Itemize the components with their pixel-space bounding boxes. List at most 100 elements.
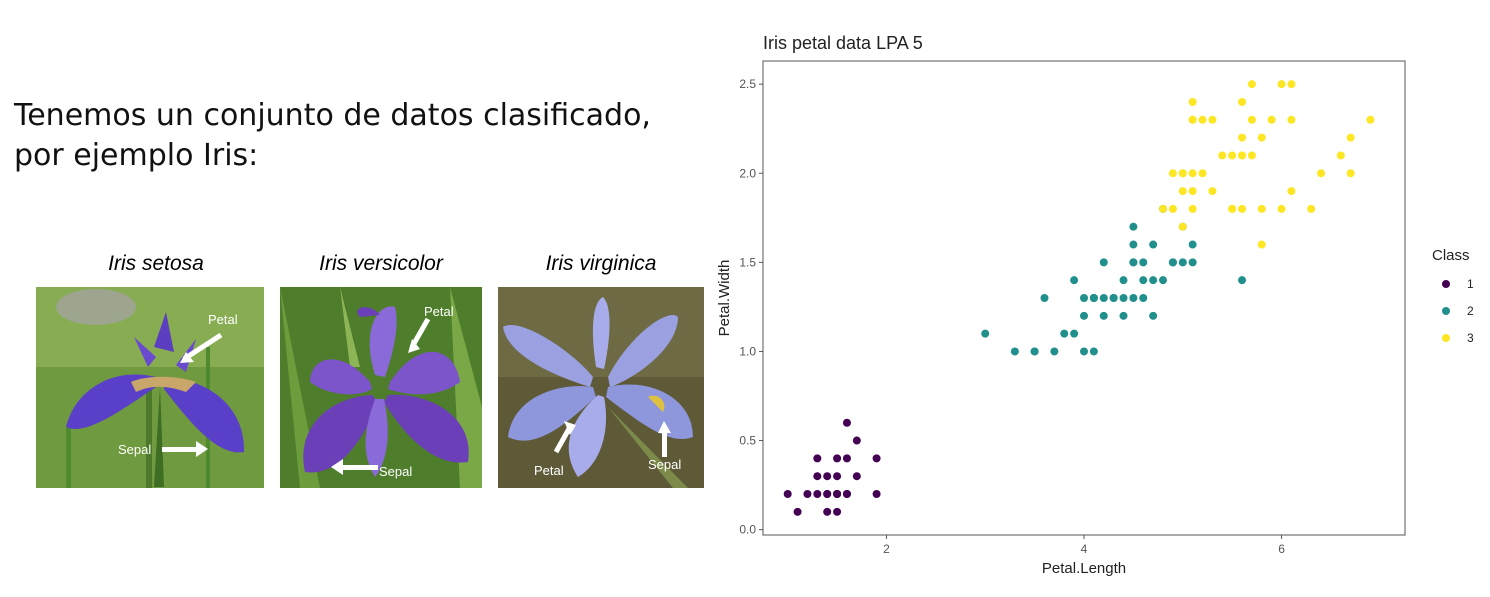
data-point-class-1 (842, 454, 851, 463)
data-point-class-2 (1089, 294, 1098, 302)
photo-iris-versicolor: Petal Sepal (280, 287, 482, 488)
data-point-class-2 (1099, 311, 1108, 320)
data-point-class-3 (1159, 204, 1168, 213)
data-point-class-1 (823, 507, 832, 516)
data-point-class-3 (1287, 115, 1296, 124)
data-point-class-3 (1287, 80, 1296, 89)
y-tick-label: 2.0 (739, 166, 756, 180)
data-point-class-3 (1247, 80, 1256, 89)
data-point-class-3 (1238, 151, 1247, 160)
data-point-class-1 (813, 490, 822, 499)
data-point-class-3 (1346, 133, 1355, 142)
x-tick-label: 2 (883, 542, 890, 556)
data-point-class-1 (833, 454, 842, 463)
data-point-class-3 (1188, 204, 1197, 213)
data-point-class-1 (783, 490, 792, 499)
versicolor-sepal-label: Sepal (379, 464, 412, 479)
data-point-class-3 (1188, 97, 1197, 106)
legend-label-3: 3 (1467, 331, 1474, 345)
legend-marker-2 (1442, 307, 1450, 315)
data-point-class-3 (1228, 204, 1237, 213)
data-point-class-2 (1149, 240, 1158, 249)
data-point-class-3 (1257, 240, 1266, 249)
legend-marker-3 (1442, 334, 1450, 342)
data-point-class-3 (1218, 151, 1227, 160)
data-point-class-2 (1109, 294, 1118, 302)
legend-marker-1 (1442, 280, 1450, 288)
data-point-class-1 (852, 436, 861, 445)
intro-line-1: Tenemos un conjunto de datos clasificado… (14, 98, 651, 133)
data-point-class-2 (1129, 294, 1138, 302)
data-point-class-1 (803, 490, 812, 499)
data-point-class-2 (1139, 258, 1148, 267)
data-point-class-2 (1099, 294, 1108, 302)
data-point-class-3 (1228, 151, 1237, 160)
intro-line-2: por ejemplo Iris: (14, 138, 259, 173)
data-point-class-3 (1178, 187, 1187, 196)
data-point-class-3 (1277, 80, 1286, 89)
data-point-class-1 (852, 472, 861, 481)
legend-title: Class (1432, 247, 1470, 264)
data-point-class-3 (1336, 151, 1345, 160)
data-point-class-2 (981, 329, 990, 338)
data-point-class-1 (813, 472, 822, 481)
y-axis-label: Petal.Width (716, 260, 733, 337)
virginica-petal-label: Petal (534, 463, 564, 478)
data-point-class-3 (1287, 187, 1296, 196)
data-point-class-2 (1099, 258, 1108, 267)
data-point-class-2 (1238, 276, 1247, 285)
data-point-class-2 (1168, 258, 1177, 267)
data-point-class-1 (823, 490, 832, 499)
data-point-class-2 (1129, 240, 1138, 249)
data-point-class-2 (1070, 276, 1079, 285)
data-point-class-3 (1307, 204, 1316, 213)
data-point-class-2 (1149, 311, 1158, 320)
data-point-class-2 (1159, 276, 1168, 285)
data-point-class-3 (1257, 204, 1266, 213)
y-tick-label: 0.5 (739, 434, 756, 448)
data-point-class-2 (1080, 347, 1088, 356)
data-point-class-2 (1080, 311, 1088, 320)
data-point-class-3 (1168, 204, 1177, 213)
data-point-class-2 (1010, 347, 1019, 356)
data-point-class-2 (1149, 276, 1158, 285)
photo-iris-setosa: Petal Sepal (36, 287, 264, 488)
data-point-class-3 (1247, 151, 1256, 160)
data-point-class-3 (1168, 169, 1177, 178)
data-point-class-3 (1257, 133, 1266, 142)
setosa-petal-label: Petal (208, 312, 238, 327)
photo-iris-virginica: Petal Sepal (498, 287, 704, 488)
data-point-class-3 (1198, 169, 1207, 178)
data-point-class-3 (1346, 169, 1355, 178)
y-tick-label: 2.5 (739, 77, 756, 91)
data-point-class-3 (1317, 169, 1326, 178)
data-point-class-1 (833, 490, 842, 499)
data-point-class-3 (1267, 115, 1276, 124)
data-point-class-1 (842, 490, 851, 499)
data-point-class-1 (872, 490, 881, 499)
data-point-class-3 (1178, 222, 1187, 231)
data-point-class-1 (842, 418, 851, 427)
data-point-class-1 (833, 507, 842, 516)
x-axis-label: Petal.Length (1042, 560, 1126, 577)
data-point-class-3 (1188, 169, 1197, 178)
species-title-virginica: Iris virginica (545, 252, 657, 275)
data-point-class-1 (833, 472, 842, 481)
data-point-class-2 (1050, 347, 1059, 356)
data-point-class-2 (1119, 276, 1128, 285)
data-point-class-2 (1139, 276, 1148, 285)
data-point-class-3 (1208, 187, 1217, 196)
legend-label-2: 2 (1467, 304, 1474, 318)
chart-title: Iris petal data LPA 5 (763, 33, 923, 53)
x-tick-label: 6 (1278, 542, 1285, 556)
x-tick-label: 4 (1081, 542, 1088, 556)
data-point-class-3 (1366, 115, 1375, 124)
data-point-class-3 (1277, 204, 1286, 213)
setosa-sepal-label: Sepal (118, 442, 151, 457)
data-point-class-2 (1030, 347, 1039, 356)
data-point-class-2 (1060, 329, 1069, 338)
legend-label-1: 1 (1467, 277, 1474, 291)
data-point-class-3 (1188, 187, 1197, 196)
y-tick-label: 1.5 (739, 255, 756, 269)
data-point-class-2 (1119, 311, 1128, 320)
